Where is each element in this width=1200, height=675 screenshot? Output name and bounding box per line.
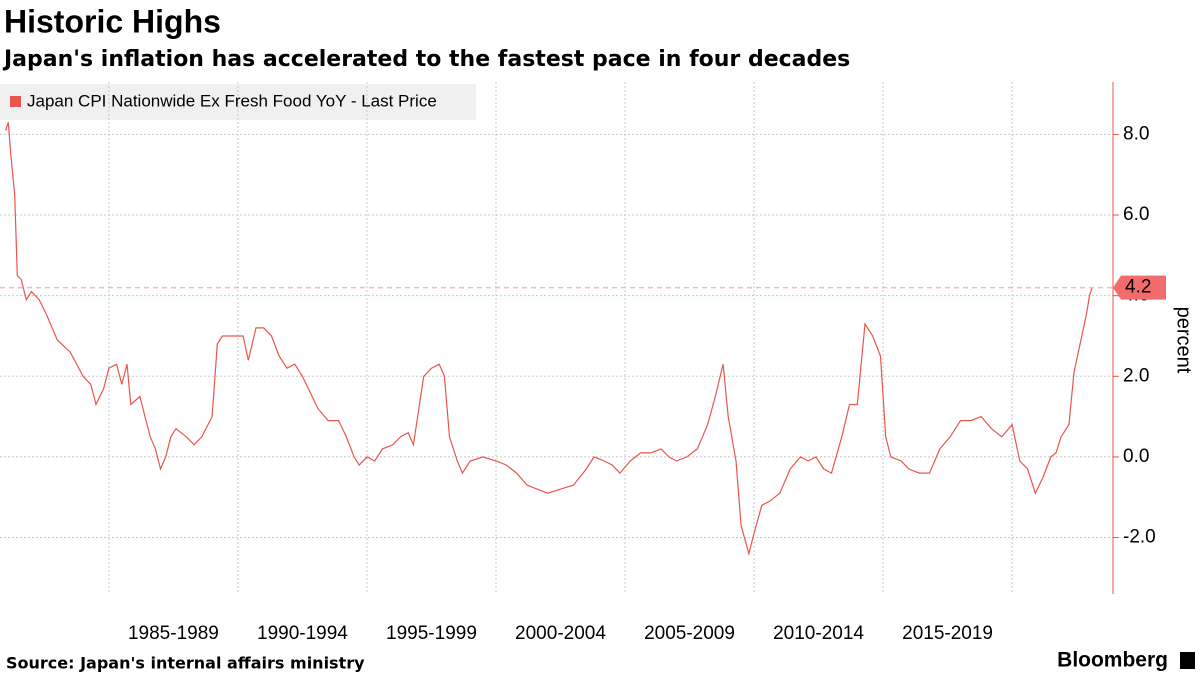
- y-tick-label: 0.0: [1123, 446, 1149, 467]
- last-value-marker: [1113, 275, 1166, 300]
- y-tick-label: 8.0: [1123, 123, 1149, 144]
- y-tick-label: -2.0: [1123, 527, 1156, 548]
- legend-swatch: [10, 96, 21, 107]
- x-tick-label: 2010-2014: [773, 623, 864, 644]
- x-tick-label: 1990-1994: [257, 623, 348, 644]
- y-tick-label: 6.0: [1123, 204, 1149, 225]
- chart-title: Historic Highs: [4, 3, 221, 39]
- source: Source: Japan's internal affairs ministr…: [6, 654, 365, 673]
- y-tick-label: 2.0: [1123, 365, 1149, 386]
- x-tick-label: 2015-2019: [902, 623, 993, 644]
- legend-label: Japan CPI Nationwide Ex Fresh Food YoY -…: [27, 91, 437, 110]
- chart-subtitle: Japan's inflation has accelerated to the…: [2, 47, 850, 72]
- x-tick-label: 2000-2004: [515, 623, 606, 644]
- brand: Bloomberg: [1057, 649, 1168, 672]
- data-line: [5, 122, 1093, 557]
- y-axis-label: percent: [1173, 307, 1195, 374]
- x-tick-label: 1985-1989: [128, 623, 219, 644]
- x-tick-label: 2005-2009: [644, 623, 735, 644]
- brand-icon: [1180, 652, 1195, 669]
- x-tick-label: 1995-1999: [386, 623, 477, 644]
- last-value-label: 4.2: [1125, 277, 1151, 298]
